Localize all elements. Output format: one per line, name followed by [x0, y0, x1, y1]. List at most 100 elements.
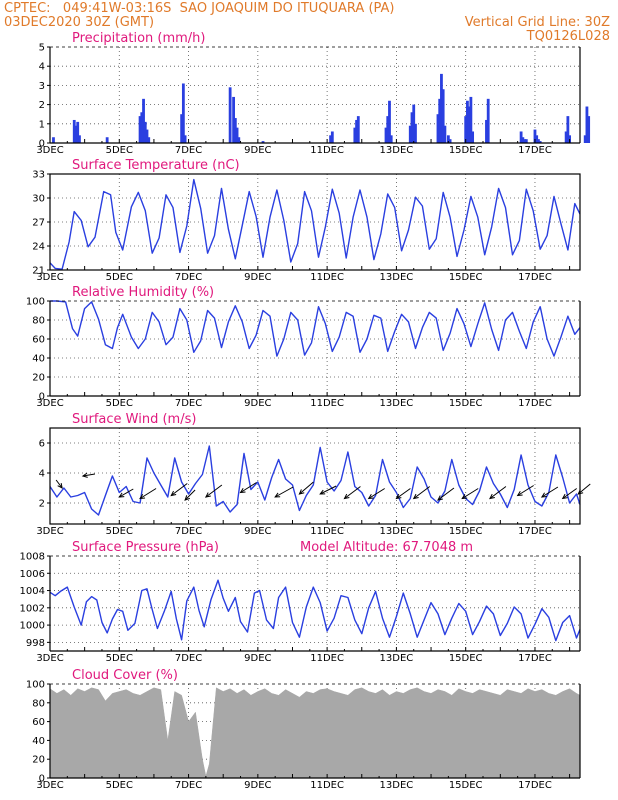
wind-arrow-head	[139, 494, 146, 500]
y-tick-label: 6	[39, 439, 45, 450]
precip-bar	[147, 137, 151, 143]
x-tick-label: 17DEC	[518, 398, 552, 409]
y-tick-label: 20	[32, 755, 45, 766]
x-tick-label: 5DEC	[106, 780, 133, 791]
wind-arrow	[55, 479, 63, 489]
precip-bar	[524, 139, 528, 143]
y-tick-label: 1000	[20, 621, 45, 632]
precip-bar	[533, 129, 537, 143]
header-station: CPTEC: 049:41W-03:16S SAO JOAQUIM DO ITU…	[4, 1, 395, 16]
precip-bar	[384, 127, 388, 143]
wind-arrow-head	[274, 492, 281, 498]
x-tick-label: 11DEC	[310, 272, 344, 283]
x-tick-label: 7DEC	[175, 780, 202, 791]
precip-bar	[440, 73, 443, 143]
wind-arrow	[240, 482, 257, 493]
precip-bar	[587, 116, 591, 143]
series-line	[50, 300, 581, 357]
precip-bar	[410, 112, 414, 143]
x-tick-label: 9DEC	[244, 653, 271, 664]
y-tick-label: 0	[39, 139, 45, 150]
x-tick-label: 11DEC	[310, 653, 344, 664]
precip-bar	[237, 137, 241, 143]
wind-arrow-head	[239, 488, 246, 494]
panel-title: Precipitation (mm/h)	[72, 31, 205, 46]
x-tick-label: 5DEC	[106, 272, 133, 283]
y-tick-label: 1	[39, 119, 45, 130]
x-tick-label: 3DEC	[36, 526, 63, 537]
panel-cloud-cover: 0 20 40 60 80 100 3DEC 5DEC 7DEC 9DEC 11DEC 13DEC 15…	[26, 668, 581, 791]
y-tick-label: 80	[32, 316, 45, 327]
y-tick-label: 80	[32, 698, 45, 709]
precip-bar	[330, 131, 334, 143]
wind-arrow	[517, 485, 534, 496]
precip-bar	[448, 139, 452, 143]
precip-bar	[183, 135, 187, 143]
x-tick-label: 13DEC	[380, 398, 414, 409]
wind-arrow-head	[298, 489, 305, 495]
precip-bar	[446, 135, 450, 143]
y-tick-label: 1002	[20, 603, 45, 614]
y-tick-label: 2	[39, 100, 45, 111]
precip-bar	[464, 116, 468, 143]
x-tick-label: 7DEC	[175, 526, 202, 537]
wind-arrow-head	[204, 492, 211, 498]
precip-bar	[140, 112, 144, 143]
wind-arrow	[489, 486, 507, 499]
wind-arrow-head	[367, 494, 374, 500]
wind-arrow	[437, 487, 455, 501]
wind-arrow	[82, 473, 95, 477]
precip-bar	[443, 125, 447, 143]
precip-bar	[471, 131, 475, 143]
precip-bar	[142, 98, 145, 143]
precip-bar	[441, 89, 445, 143]
panel-frame	[49, 427, 581, 525]
y-tick-label: 4	[39, 62, 45, 73]
panel-title: Surface Wind (m/s)	[72, 412, 196, 427]
wind-arrow-head	[412, 493, 419, 500]
wind-arrow-head	[540, 492, 547, 498]
wind-arrow	[461, 488, 479, 499]
y-tick-label: 0	[39, 392, 45, 403]
y-tick-label: 100	[26, 680, 45, 691]
precip-bar	[232, 96, 235, 143]
x-tick-label: 15DEC	[449, 272, 483, 283]
precip-bar	[519, 131, 523, 143]
precip-bar	[388, 100, 391, 143]
wind-arrow	[184, 489, 196, 501]
wind-arrow	[396, 488, 411, 499]
series-line	[49, 579, 581, 642]
precip-bar	[355, 119, 358, 143]
panel-title: Relative Humidity (%)	[72, 285, 214, 300]
precip-bar	[233, 118, 237, 143]
x-tick-label: 7DEC	[175, 272, 202, 283]
precip-bar	[537, 139, 540, 143]
precip-bar	[535, 135, 539, 143]
panel-title: Cloud Cover (%)	[72, 668, 178, 683]
precip-bar	[181, 83, 185, 143]
precip-bar	[436, 114, 440, 143]
x-tick-label: 11DEC	[310, 398, 344, 409]
x-tick-label: 15DEC	[449, 145, 483, 156]
x-tick-label: 13DEC	[380, 526, 414, 537]
panel-surface-pressure-hpa: 998 1000 1002 1004 1006 1008 3DEC 5DEC 7DEC 9DEC 1…	[20, 540, 581, 664]
panel-relative-humidity: 0 20 40 60 80 100 3DEC 5DEC 7DEC 9DEC 11DEC 13DEC 15…	[26, 285, 581, 409]
wind-arrow	[541, 486, 559, 498]
x-tick-label: 11DEC	[310, 145, 344, 156]
x-tick-label: 13DEC	[380, 780, 414, 791]
precip-bar	[353, 127, 357, 143]
x-tick-label: 5DEC	[106, 398, 133, 409]
wind-arrow	[274, 486, 294, 498]
x-tick-label: 7DEC	[175, 145, 202, 156]
panel-surface-temperature-nc: 21 24 27 30 33 3DEC 5DEC 7DEC 9DEC 11DEC 13DEC 15DE…	[32, 158, 581, 283]
y-tick-label: 5	[39, 43, 45, 54]
wind-arrow-head	[319, 489, 326, 495]
x-tick-label: 17DEC	[518, 526, 552, 537]
wind-arrow-head	[561, 493, 568, 500]
precip-bar	[72, 119, 76, 143]
cloud-area	[49, 687, 581, 779]
wind-arrow-head	[395, 493, 402, 500]
precip-bar	[485, 119, 488, 143]
